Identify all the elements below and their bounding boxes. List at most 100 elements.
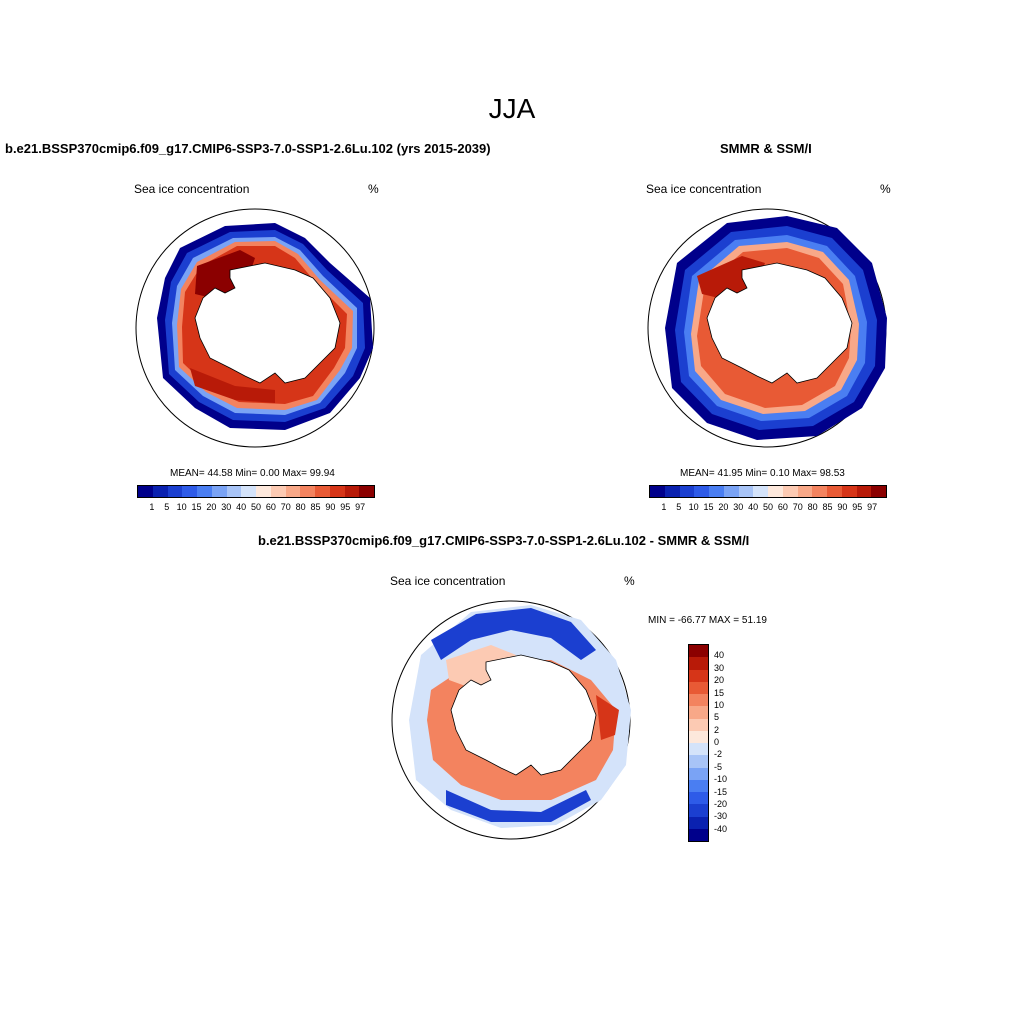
colorbar-swatch: [329, 486, 345, 497]
colorbar-tick-label: -10: [714, 774, 728, 785]
model-units-label: %: [368, 182, 379, 196]
colorbar-swatch: [167, 486, 183, 497]
colorbar-tick-label: 1: [149, 502, 155, 512]
colorbar-tick-label: 85: [822, 502, 833, 512]
colorbar-swatch: [689, 828, 708, 841]
colorbar-tick-label: -40: [714, 823, 728, 834]
obs-polar-map: [647, 208, 887, 448]
colorbar-swatch: [689, 755, 708, 768]
colorbar-swatch: [138, 486, 153, 497]
colorbar-tick-label: 97: [355, 502, 366, 512]
colorbar-swatch: [664, 486, 680, 497]
colorbar-swatch: [285, 486, 301, 497]
model-panel-title: b.e21.BSSP370cmip6.f09_g17.CMIP6-SSP3-7.…: [5, 141, 491, 156]
colorbar-swatch: [689, 792, 708, 805]
colorbar-swatch: [344, 486, 360, 497]
colorbar-tick-label: 2: [714, 724, 720, 735]
colorbar-tick-label: 80: [295, 502, 306, 512]
diff-colorbar: [688, 644, 709, 842]
colorbar-tick-label: 40: [714, 650, 725, 661]
obs-units-label: %: [880, 182, 891, 196]
colorbar-tick-label: 5: [676, 502, 682, 512]
colorbar-tick-label: 85: [310, 502, 321, 512]
colorbar-tick-label: 30: [221, 502, 232, 512]
colorbar-swatch: [689, 718, 708, 731]
colorbar-swatch: [300, 486, 315, 497]
colorbar-swatch: [315, 486, 330, 497]
colorbar-tick-label: -30: [714, 811, 728, 822]
colorbar-swatch: [359, 486, 374, 497]
diff-units-label: %: [624, 574, 635, 588]
colorbar-swatch: [256, 486, 271, 497]
obs-left-label: Sea ice concentration: [646, 182, 762, 196]
colorbar-swatch: [753, 486, 768, 497]
colorbar-swatch: [782, 486, 798, 497]
colorbar-tick-label: 90: [325, 502, 336, 512]
colorbar-tick-label: 50: [762, 502, 773, 512]
colorbar-tick-label: 50: [250, 502, 261, 512]
colorbar-swatch: [226, 486, 242, 497]
colorbar-swatch: [689, 694, 708, 707]
colorbar-swatch: [856, 486, 872, 497]
colorbar-swatch: [812, 486, 827, 497]
diff-panel-title: b.e21.BSSP370cmip6.f09_g17.CMIP6-SSP3-7.…: [258, 533, 750, 548]
obs-colorbar: [649, 485, 887, 498]
colorbar-swatch: [650, 486, 665, 497]
colorbar-swatch: [241, 486, 256, 497]
colorbar-tick-label: 90: [837, 502, 848, 512]
colorbar-tick-label: 0: [714, 737, 720, 747]
colorbar-tick-label: 10: [688, 502, 699, 512]
colorbar-swatch: [689, 657, 708, 670]
colorbar-tick-label: -5: [714, 761, 723, 772]
model-stats: MEAN= 44.58 Min= 0.00 Max= 99.94: [170, 468, 335, 479]
colorbar-swatch: [797, 486, 813, 497]
colorbar-tick-label: 5: [164, 502, 170, 512]
colorbar-swatch: [679, 486, 695, 497]
colorbar-swatch: [841, 486, 857, 497]
colorbar-swatch: [689, 804, 708, 817]
colorbar-swatch: [689, 669, 708, 682]
diff-left-label: Sea ice concentration: [390, 574, 506, 588]
colorbar-tick-label: 95: [340, 502, 351, 512]
colorbar-swatch: [827, 486, 842, 497]
colorbar-tick-label: 10: [714, 699, 725, 710]
colorbar-swatch: [768, 486, 783, 497]
obs-panel-title: SMMR & SSM/I: [720, 141, 812, 156]
colorbar-swatch: [738, 486, 754, 497]
model-colorbar: [137, 485, 375, 498]
colorbar-swatch: [689, 730, 708, 743]
diff-minmax: MIN = -66.77 MAX = 51.19: [648, 615, 767, 626]
colorbar-tick-label: 30: [714, 662, 725, 673]
colorbar-tick-label: -20: [714, 798, 728, 809]
colorbar-tick-label: 70: [280, 502, 291, 512]
diff-colorbar-ticks: 40 30 20 15 10 5 2 0 -2 -5 -10 -15 -20 -30 -40: [714, 644, 754, 842]
colorbar-tick-label: 20: [714, 675, 725, 686]
colorbar-swatch: [689, 767, 708, 780]
figure-title: JJA: [488, 93, 536, 124]
model-polar-map: [135, 208, 375, 448]
colorbar-tick-label: 40: [236, 502, 247, 512]
colorbar-tick-label: 20: [718, 502, 729, 512]
colorbar-swatch: [689, 779, 708, 792]
colorbar-tick-label: 5: [714, 712, 720, 723]
colorbar-tick-label: 60: [777, 502, 788, 512]
colorbar-tick-label: 30: [733, 502, 744, 512]
colorbar-tick-label: 97: [867, 502, 878, 512]
colorbar-tick-label: -2: [714, 749, 723, 760]
colorbar-tick-label: 80: [807, 502, 818, 512]
colorbar-tick-label: 15: [714, 687, 725, 698]
colorbar-swatch: [152, 486, 168, 497]
colorbar-tick-label: -15: [714, 786, 728, 797]
colorbar-swatch: [211, 486, 227, 497]
colorbar-tick-label: 40: [748, 502, 759, 512]
colorbar-swatch: [270, 486, 286, 497]
colorbar-tick-label: 1: [661, 502, 667, 512]
diff-polar-map: [391, 600, 631, 840]
colorbar-tick-label: 20: [206, 502, 217, 512]
colorbar-tick-label: 95: [852, 502, 863, 512]
colorbar-tick-label: 10: [176, 502, 187, 512]
colorbar-swatch: [689, 681, 708, 694]
colorbar-swatch: [689, 645, 708, 658]
colorbar-swatch: [723, 486, 739, 497]
colorbar-tick-label: 15: [703, 502, 714, 512]
